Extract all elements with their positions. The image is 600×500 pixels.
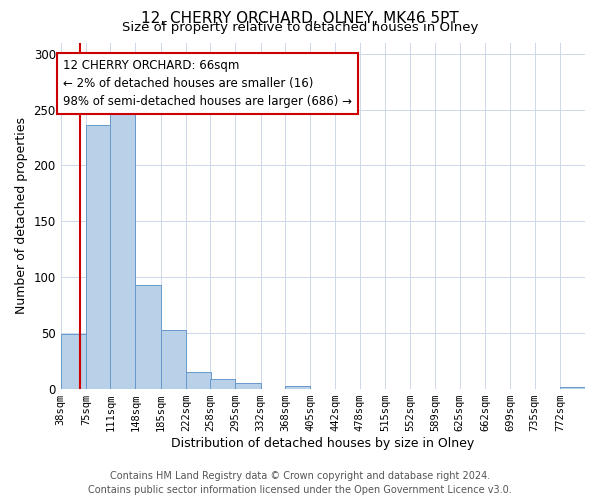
- Bar: [136, 285, 161, 389]
- Bar: [560, 387, 585, 389]
- X-axis label: Distribution of detached houses by size in Olney: Distribution of detached houses by size …: [171, 437, 475, 450]
- Bar: [61, 334, 86, 389]
- Text: Contains HM Land Registry data © Crown copyright and database right 2024.
Contai: Contains HM Land Registry data © Crown c…: [88, 471, 512, 495]
- Y-axis label: Number of detached properties: Number of detached properties: [15, 118, 28, 314]
- Bar: [210, 379, 235, 389]
- Bar: [235, 384, 260, 389]
- Text: Size of property relative to detached houses in Olney: Size of property relative to detached ho…: [122, 21, 478, 34]
- Bar: [86, 125, 111, 389]
- Text: 12 CHERRY ORCHARD: 66sqm
← 2% of detached houses are smaller (16)
98% of semi-de: 12 CHERRY ORCHARD: 66sqm ← 2% of detache…: [64, 60, 352, 108]
- Bar: [285, 386, 310, 389]
- Bar: [110, 108, 136, 389]
- Bar: [186, 372, 211, 389]
- Bar: [161, 330, 186, 389]
- Text: 12, CHERRY ORCHARD, OLNEY, MK46 5PT: 12, CHERRY ORCHARD, OLNEY, MK46 5PT: [141, 11, 459, 26]
